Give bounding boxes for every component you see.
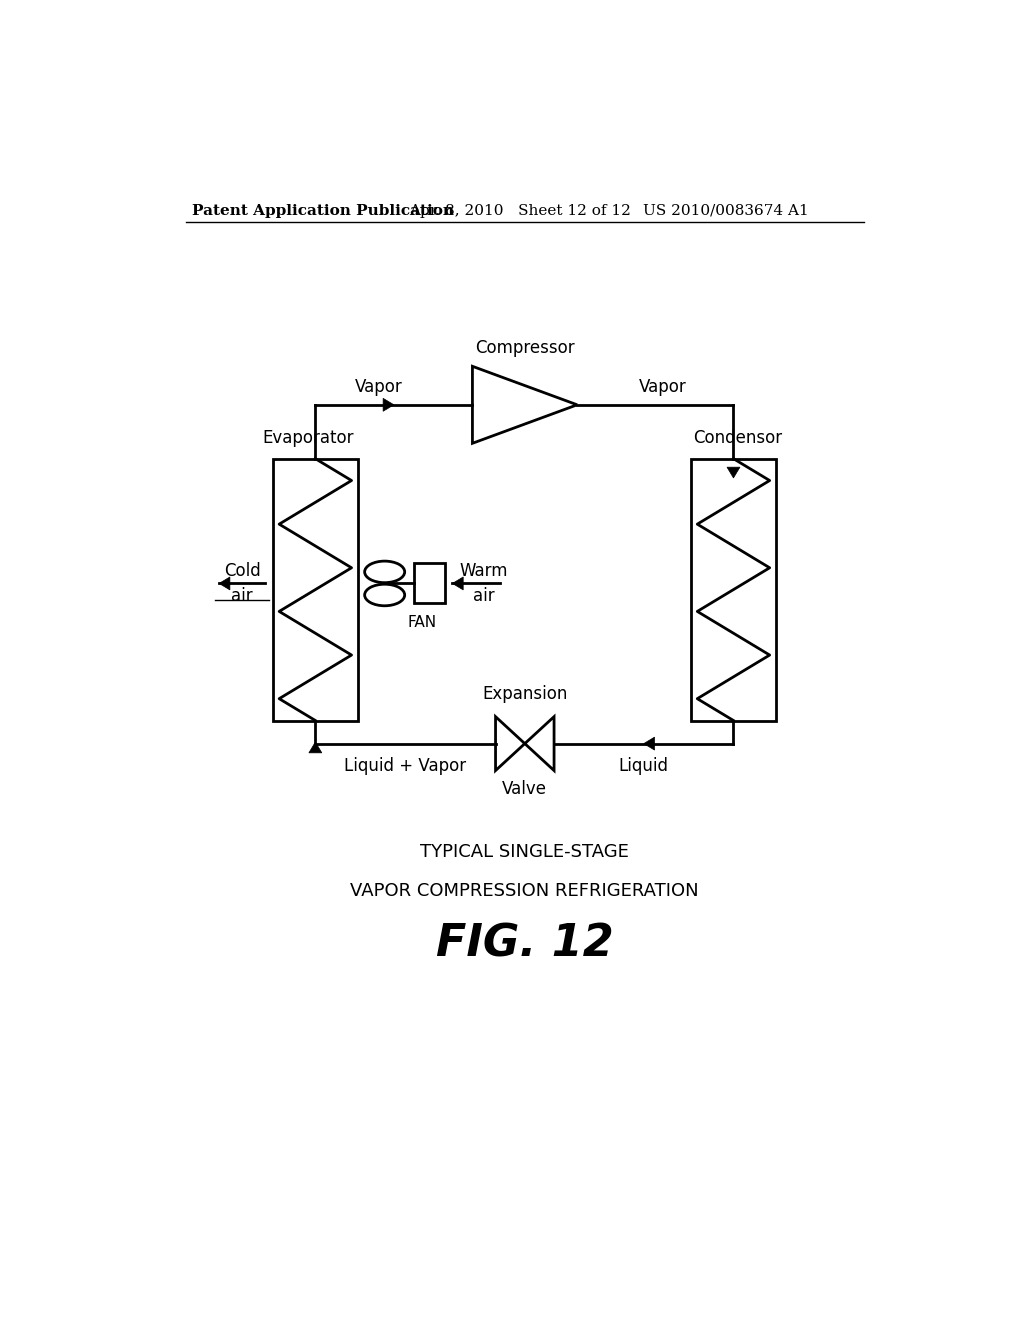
Bar (414, 564, 444, 603)
Polygon shape (644, 737, 654, 750)
Text: VAPOR COMPRESSION REFRIGERATION: VAPOR COMPRESSION REFRIGERATION (350, 882, 699, 900)
Text: TYPICAL SINGLE-STAGE: TYPICAL SINGLE-STAGE (421, 842, 629, 861)
Text: Apr. 8, 2010   Sheet 12 of 12: Apr. 8, 2010 Sheet 12 of 12 (410, 203, 631, 218)
Text: Liquid + Vapor: Liquid + Vapor (344, 758, 467, 775)
Text: air: air (473, 586, 495, 605)
Text: Condensor: Condensor (693, 429, 782, 447)
Polygon shape (453, 577, 463, 590)
Text: Vapor: Vapor (354, 378, 402, 396)
Text: Patent Application Publication: Patent Application Publication (193, 203, 455, 218)
Text: Compressor: Compressor (475, 339, 574, 358)
Text: air: air (231, 586, 253, 605)
Polygon shape (383, 399, 394, 412)
Text: US 2010/0083674 A1: US 2010/0083674 A1 (643, 203, 808, 218)
Text: Valve: Valve (503, 780, 547, 797)
Polygon shape (309, 742, 322, 752)
Text: Expansion: Expansion (482, 685, 567, 702)
Text: Evaporator: Evaporator (262, 429, 353, 447)
Text: Vapor: Vapor (639, 378, 687, 396)
Polygon shape (219, 577, 230, 590)
Polygon shape (727, 467, 740, 478)
Text: Cold: Cold (224, 562, 260, 581)
Text: FIG. 12: FIG. 12 (436, 923, 613, 965)
Bar (691, 459, 776, 721)
Bar (273, 459, 357, 721)
Text: Warm: Warm (460, 562, 508, 581)
Text: FAN: FAN (408, 615, 436, 630)
Text: Liquid: Liquid (618, 758, 669, 775)
